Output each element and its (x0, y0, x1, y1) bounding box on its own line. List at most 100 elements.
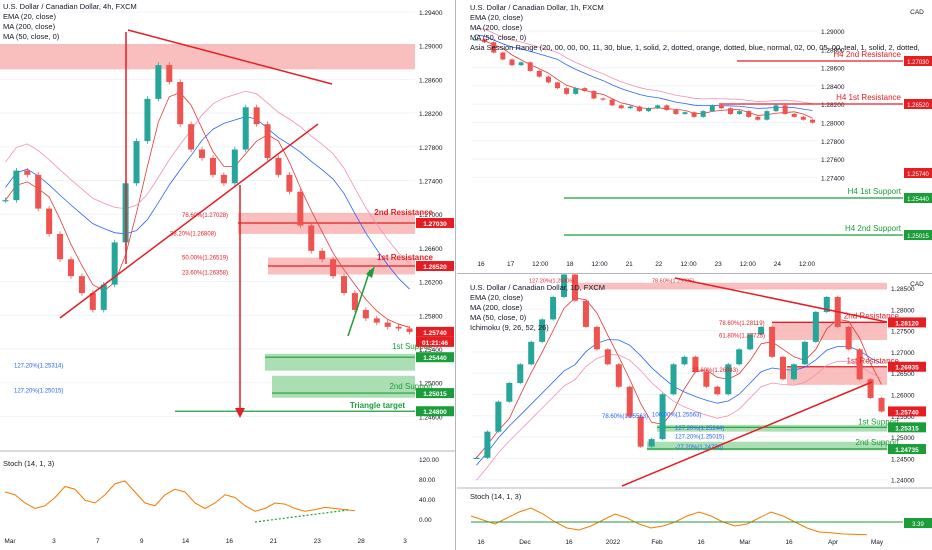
candle-body (755, 116, 761, 120)
legend-ema: EMA (20, close) (470, 13, 523, 22)
candle-body (782, 105, 788, 114)
target-arrow-head (235, 408, 245, 418)
candle-body (779, 356, 787, 380)
candle-body (57, 233, 64, 260)
y-tick-label: 1.28000 (891, 307, 915, 314)
x-tick-label: 9 (140, 538, 144, 545)
candle-body (286, 174, 293, 192)
legend-ma200: MA (200, close) (3, 22, 56, 31)
candle-body (67, 259, 74, 277)
ma200-line (5, 90, 410, 265)
candle-body (275, 157, 282, 175)
res2-label: 2nd Resistance (374, 208, 433, 217)
legend-ma200: MA (200, close) (470, 23, 523, 32)
x-tick-label: 22 (655, 261, 663, 268)
price-tag-label: 01:21:46 (422, 340, 448, 347)
ma50-line (5, 116, 410, 290)
candle-body (473, 457, 480, 460)
candle-body (582, 300, 589, 327)
triangle-upper-line (127, 29, 333, 85)
candle-body (681, 356, 688, 365)
candle-body (484, 431, 491, 458)
candle-body (536, 70, 542, 77)
candle-body (78, 276, 85, 294)
candle-body (636, 106, 642, 112)
candle-body (591, 91, 597, 99)
fib-382-label: 38.20%(1.26808) (170, 232, 216, 238)
stoch-tick-label: 40.00 (419, 497, 436, 504)
chart-4h-panel[interactable]: 1.29400 1.29000 1.28600 1.28200 1.27800 1.274… (0, 0, 456, 550)
y-tick-label: 1.26500 (891, 371, 915, 378)
candle-body (773, 105, 779, 112)
candle-body (155, 65, 162, 99)
y-tick-label: 1.28600 (821, 66, 845, 73)
y-tick-label: 1.27000 (419, 212, 443, 219)
y-tick-label: 1.28200 (419, 111, 443, 118)
fib-786-label: 78.60%(1.28119) (719, 321, 765, 327)
chart-1h-panel[interactable]: 1.29000 1.28800 1.28600 1.28400 1.28200 1.280… (457, 0, 932, 274)
candle-body (845, 326, 852, 350)
y-tick-label: 1.28000 (821, 121, 845, 128)
fib-50-label: 50.00%(1.26519) (182, 255, 228, 261)
ema-line (476, 297, 882, 459)
stoch-divergence-line (254, 509, 349, 523)
candle-body (242, 107, 249, 150)
y-tick-label: 1.27800 (419, 145, 443, 152)
price-tag-label: 1.25440 (907, 197, 929, 203)
y-tick-label: 1.27600 (821, 157, 845, 164)
y-tick-label: 1.26600 (419, 246, 443, 253)
candle-body (714, 386, 721, 395)
y-tick-label: 1.27500 (891, 329, 915, 336)
candle-body (646, 108, 652, 112)
price-tag-bg (416, 261, 454, 272)
candle-body (166, 65, 173, 82)
chart-1d-panel[interactable]: 1.28500 1.28000 1.27500 1.27000 1.26500 1.260… (457, 274, 932, 550)
candle-body (564, 88, 570, 94)
chart-1h[interactable]: 1.29000 1.28800 1.28600 1.28400 1.28200 1.280… (457, 0, 932, 273)
legend-title: U.S. Dollar / Canadian Dollar, 1h, FXCM (470, 3, 604, 12)
candle-body (736, 349, 743, 365)
chart-1d[interactable]: 1.28500 1.28000 1.27500 1.27000 1.26500 1.260… (457, 274, 932, 550)
top-resistance-band (577, 282, 887, 290)
y-tick-label: 1.25800 (419, 313, 443, 320)
candle-body (308, 225, 315, 251)
price-tag-bg (416, 388, 454, 399)
x-tick-label: 12:00 (680, 261, 697, 268)
candle-body (506, 383, 513, 402)
price-tag-bg (904, 99, 932, 109)
candle-body (319, 250, 326, 260)
candle-body (615, 364, 622, 387)
sup2-label: 2nd Support (855, 438, 899, 447)
candle-body (571, 274, 579, 301)
candle-body (790, 364, 797, 380)
candle-body (491, 42, 497, 53)
candle-body (764, 111, 770, 120)
candle-body (856, 349, 863, 380)
candle-body (700, 111, 706, 117)
y-tick-label: 1.24500 (891, 456, 915, 463)
legend-ma50: MA (50, close, 0) (3, 32, 60, 41)
x-tick-label: 12:00 (532, 261, 549, 268)
y-tick-label: 1.27000 (891, 350, 915, 357)
x-tick-label: Mar (4, 538, 16, 545)
candle-body (362, 309, 369, 319)
chart-4h[interactable]: 1.29400 1.29000 1.28600 1.28200 1.27800 1.274… (0, 0, 455, 550)
candle-body (791, 113, 797, 117)
candle-body (330, 259, 337, 277)
candle-body (769, 326, 776, 357)
candle-body (800, 116, 806, 120)
x-tick-label: 7 (96, 538, 100, 545)
price-tag-bg (888, 444, 926, 455)
legend-ema: EMA (20, close) (470, 293, 523, 302)
fib-786-label: 78.60%(1.27028) (182, 213, 228, 219)
stoch-label-4h: Stoch (14, 1, 3) (3, 459, 55, 468)
candle-body (737, 111, 743, 114)
candle-body (692, 356, 699, 372)
candle-body (758, 326, 765, 335)
y-tick-label: 1.25400 (419, 347, 443, 354)
candle-body (648, 439, 655, 447)
price-tag-label: 1.25015 (907, 234, 929, 240)
currency-label: CAD (910, 9, 924, 16)
price-tag-label: 1.24735 (895, 447, 919, 454)
fib-236-label: 23.60%(1.26843) (692, 368, 738, 374)
